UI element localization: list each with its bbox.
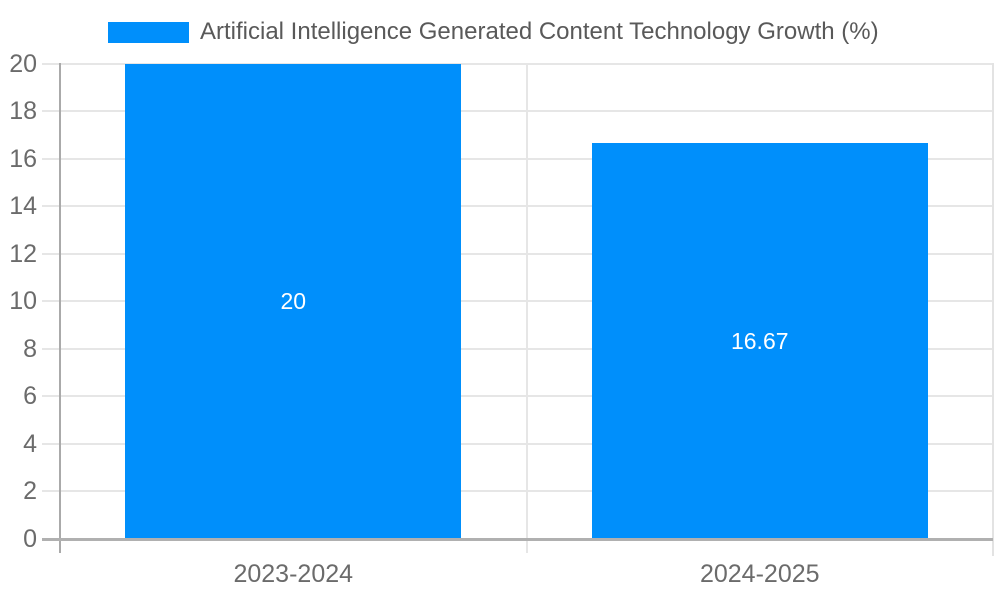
y-tick-label: 10 [9, 287, 37, 315]
legend-label: Artificial Intelligence Generated Conten… [200, 18, 879, 45]
plot-right-border [991, 63, 994, 556]
y-tick-label: 0 [23, 524, 37, 553]
y-tick-label: 8 [23, 334, 37, 363]
bar [591, 142, 928, 539]
y-tick-label: 6 [23, 382, 37, 410]
y-gridline [42, 300, 993, 302]
y-gridline [42, 442, 993, 445]
legend-swatch [108, 22, 189, 43]
y-tick-label: 4 [23, 429, 37, 458]
y-tick-label: 14 [9, 192, 37, 220]
bar-value-label: 16.67 [730, 327, 789, 354]
y-gridline [42, 157, 993, 160]
x-tick-label: 2023-2024 [233, 560, 354, 588]
y-gridline [42, 110, 993, 112]
y-gridline [42, 490, 993, 492]
y-gridline [42, 205, 993, 207]
y-tick-label: 16 [9, 144, 37, 173]
x-tick-label: 2024-2025 [699, 560, 820, 588]
y-tick-label: 2 [23, 477, 37, 505]
bar-value-label: 20 [280, 288, 307, 314]
y-gridline [42, 395, 993, 397]
y-tick-label: 20 [9, 49, 37, 78]
category-divider-line [525, 63, 528, 553]
y-gridline [42, 347, 993, 350]
y-axis-line [58, 63, 61, 553]
x-axis-line [42, 537, 993, 541]
y-gridline [42, 62, 993, 65]
y-gridline [42, 252, 993, 255]
y-tick-label: 12 [9, 239, 37, 268]
bar [125, 63, 462, 539]
y-tick-label: 18 [9, 97, 37, 125]
